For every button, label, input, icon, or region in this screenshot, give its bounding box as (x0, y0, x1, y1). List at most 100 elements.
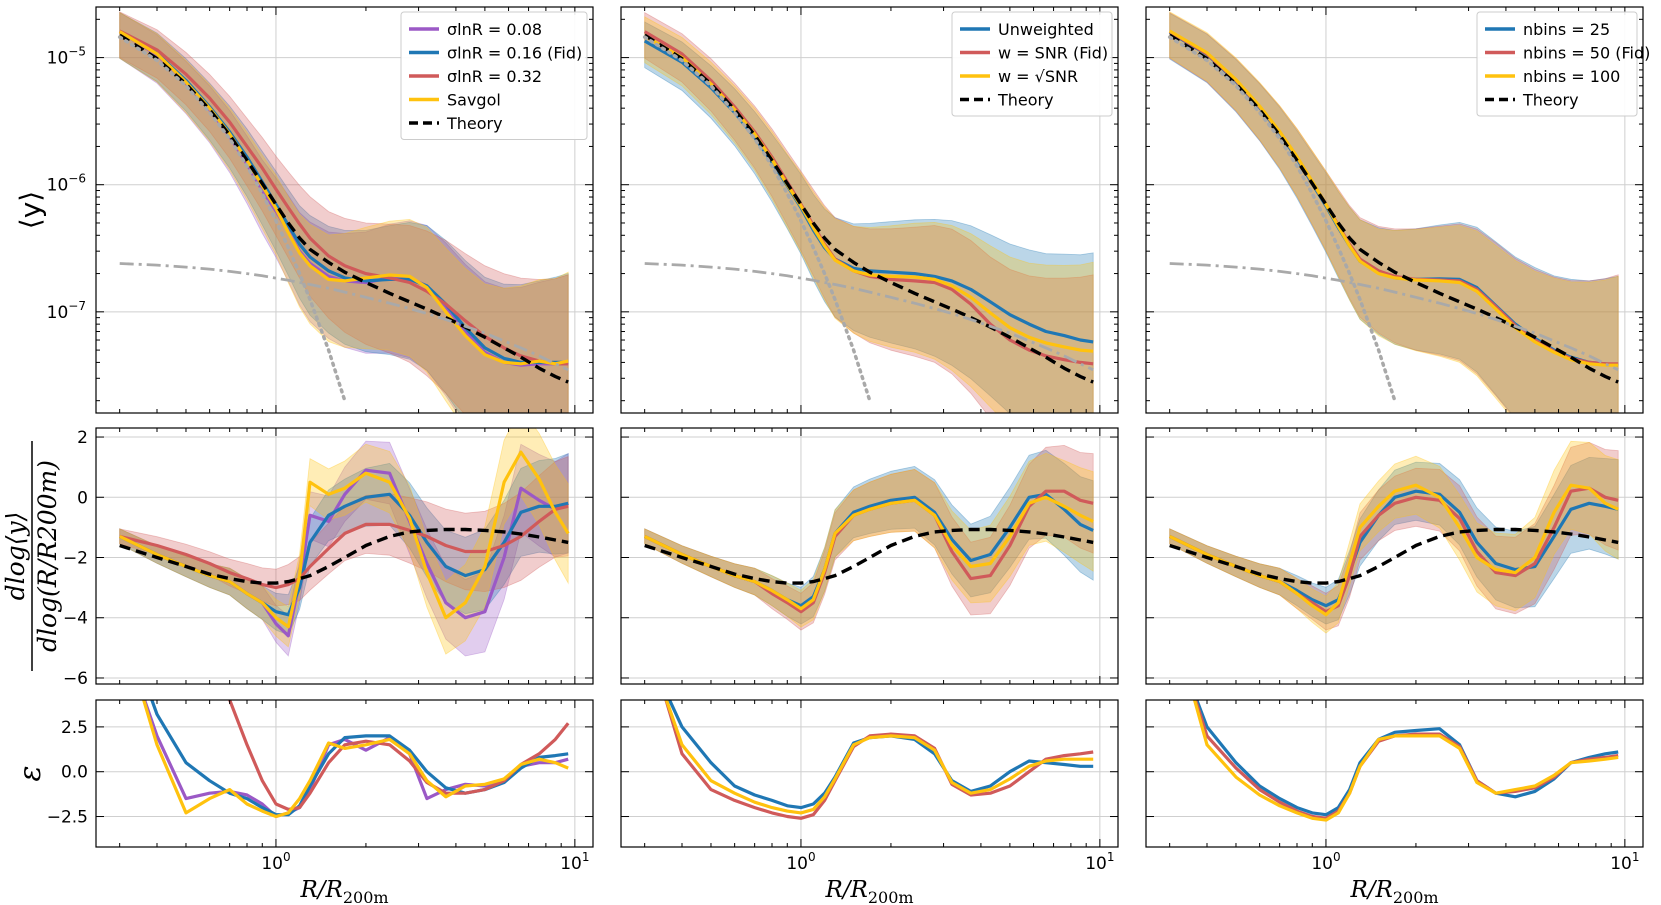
legend-label: w = SNR (Fid) (998, 44, 1108, 63)
legend-label: σlnR = 0.16 (Fid) (447, 44, 582, 63)
series-line (664, 700, 1094, 815)
x-axis-label: R/R200m (824, 877, 913, 905)
axes-frame (620, 699, 1119, 848)
legend-col0: σlnR = 0.08 σlnR = 0.16 (Fid) σlnR = 0.32 S… (400, 11, 588, 140)
series-line (1193, 700, 1619, 820)
legend-label: σlnR = 0.32 (447, 67, 542, 86)
series-line (227, 700, 570, 811)
series-line (1192, 700, 1619, 822)
y-tick-label: 0.0 (61, 763, 88, 783)
axes-frame (1145, 6, 1644, 414)
axes-frame (95, 699, 594, 848)
y-tick-label: 2 (77, 428, 88, 448)
series-line (644, 495, 1094, 611)
legend-label: nbins = 25 (1523, 20, 1610, 39)
y-axis-label: ⟨y⟩ (14, 191, 47, 229)
two-halo-line (1169, 262, 1619, 372)
y-tick-label: 10−7 (47, 299, 86, 323)
legend-label: Theory (1522, 91, 1579, 110)
one-halo-line (1167, 35, 1397, 403)
confidence-band (1169, 12, 1619, 413)
two-halo-line (119, 262, 569, 372)
plot-area-profile-col1 (642, 11, 1094, 413)
one-halo-line (642, 35, 872, 403)
x-tick-label: 101 (1610, 850, 1639, 874)
x-tick-label: 101 (1085, 850, 1114, 874)
y-tick-label: 2.5 (61, 718, 88, 738)
panel-epsilon-col1: 100 101 R/R200m (620, 699, 1119, 905)
theory-line (1168, 33, 1619, 384)
x-tick-label: 101 (560, 850, 589, 874)
slope-label-denominator: dlog(R/R200m) (33, 460, 62, 652)
series-line (1195, 700, 1619, 817)
panel-epsilon-col2: 100 101 R/R200m (1145, 699, 1644, 905)
legend-label: Savgol (447, 91, 501, 110)
series-line (142, 700, 569, 819)
series-line (118, 29, 569, 366)
axes-frame (620, 6, 1119, 414)
plot-area-slope-col2 (1169, 440, 1619, 634)
legend-col2: nbins = 25 nbins = 50 (Fid) nbins = 100 The… (1476, 11, 1650, 117)
y-axis-label: dlog⟨y⟩ dlog(R/R200m) (1, 441, 62, 671)
theory-line (643, 33, 1094, 384)
x-tick-label: 100 (786, 850, 815, 874)
confidence-band (119, 428, 569, 655)
series-line (142, 700, 569, 819)
y-axis-label: ε (13, 765, 48, 781)
legend-box (1476, 11, 1638, 117)
y-tick-label: −6 (63, 669, 88, 689)
plot-area-epsilon-col1 (664, 700, 1094, 820)
plot-area-profile-col0 (117, 11, 569, 413)
panel-epsilon-col0: 2.5 0.0 −2.5 ε 100 101 R/R200m (13, 699, 594, 905)
plot-area-profile-col2 (1167, 11, 1619, 413)
legend-label: nbins = 50 (Fid) (1523, 44, 1650, 63)
y-tick-label: 10−5 (47, 45, 86, 69)
y-tick-label: −4 (63, 609, 88, 629)
x-axis-label: R/R200m (299, 877, 388, 905)
series-line (119, 450, 570, 629)
legend-label: Theory (997, 91, 1054, 110)
panel-profile-col0: 10−5 10−6 10−7 ⟨y⟩ (14, 6, 594, 414)
confidence-band (644, 449, 1094, 625)
series-line (664, 700, 1094, 820)
legend-label: nbins = 100 (1523, 67, 1620, 86)
confidence-band (1169, 11, 1619, 413)
axes-frame (95, 427, 594, 685)
theory-line (1169, 527, 1619, 585)
confidence-band (119, 456, 569, 607)
plot-area-slope-col0 (119, 428, 570, 657)
series-line (1169, 483, 1619, 617)
confidence-band (1169, 440, 1619, 634)
x-axis-label: R/R200m (1349, 877, 1438, 905)
theory-line (118, 33, 569, 384)
legend-label: σlnR = 0.08 (447, 20, 542, 39)
axes-frame (1145, 427, 1644, 685)
confidence-band (119, 453, 569, 636)
series-line (118, 30, 569, 366)
x-tick-label: 100 (1311, 850, 1340, 874)
confidence-band (1169, 11, 1619, 413)
series-line (150, 700, 569, 817)
two-halo-line (644, 262, 1094, 372)
y-tick-label: −2.5 (47, 808, 88, 828)
legend-box (951, 11, 1113, 117)
legend-label: Theory (446, 114, 503, 133)
legend-label: Unweighted (998, 20, 1094, 39)
axes-frame (1145, 699, 1644, 848)
panel-slope-col2 (1145, 427, 1644, 685)
confidence-band (119, 440, 569, 657)
x-tick-label: 100 (261, 850, 290, 874)
axes-frame (620, 427, 1119, 685)
series-line (119, 504, 569, 590)
plot-area-epsilon-col0 (142, 700, 570, 819)
y-tick-label: 0 (77, 488, 88, 508)
plot-area-slope-col1 (644, 444, 1094, 631)
plot-area-epsilon-col2 (1192, 700, 1619, 822)
panel-slope-col1 (620, 427, 1119, 685)
y-tick-label: −2 (63, 549, 88, 569)
one-halo-line (117, 35, 347, 403)
slope-label-numerator: dlog⟨y⟩ (1, 512, 30, 601)
legend-col1: Unweighted w = SNR (Fid) w = √SNR Theory (951, 11, 1113, 117)
